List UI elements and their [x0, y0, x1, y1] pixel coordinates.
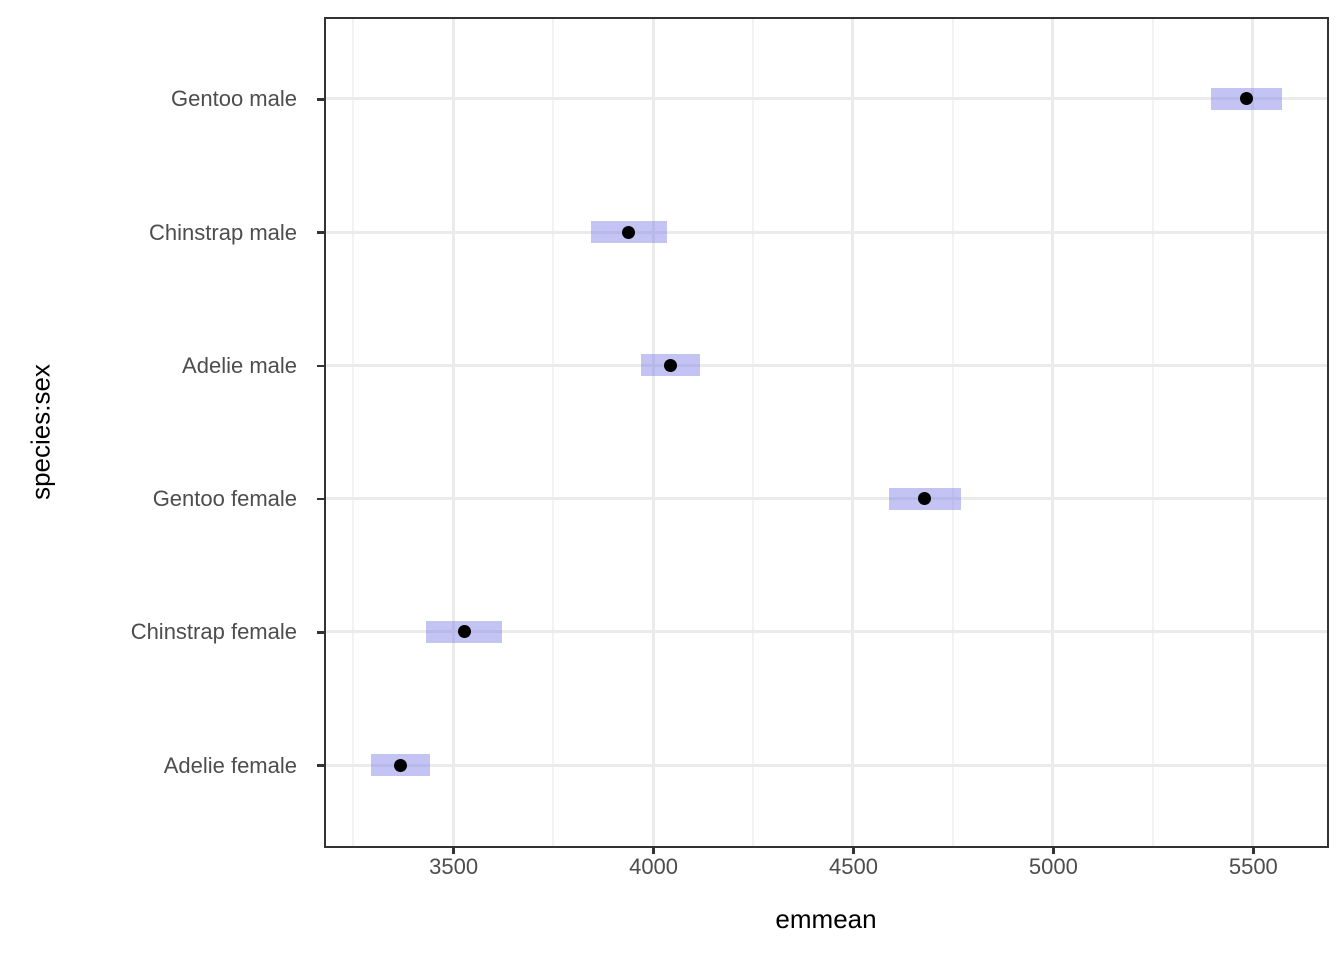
- y-tick-label: Adelie male: [182, 352, 297, 378]
- x-axis-tick: [452, 847, 455, 854]
- x-axis-tick: [1052, 847, 1055, 854]
- gridline-major-horizontal: [326, 97, 1327, 101]
- gridline-major-vertical: [1051, 19, 1055, 846]
- x-tick-label: 5500: [1228, 854, 1278, 879]
- y-axis-tick: [317, 631, 325, 634]
- gridline-major-horizontal: [326, 230, 1327, 234]
- emmean-point: [1240, 92, 1254, 106]
- gridline-major-horizontal: [326, 763, 1327, 767]
- gridline-major-vertical: [851, 19, 855, 846]
- y-axis-title: species:sex: [25, 364, 56, 500]
- x-axis-tick: [852, 847, 855, 854]
- gridline-minor-vertical: [952, 19, 954, 846]
- y-axis-tick: [317, 231, 325, 234]
- y-axis-tick: [317, 98, 325, 101]
- x-tick-label: 5000: [1028, 854, 1078, 879]
- gridline-major-horizontal: [326, 630, 1327, 634]
- y-tick-label: Gentoo female: [152, 486, 297, 512]
- emmean-point: [394, 758, 408, 772]
- y-tick-label: Gentoo male: [171, 86, 297, 112]
- gridline-minor-vertical: [552, 19, 554, 846]
- x-tick-label: 3500: [429, 854, 479, 879]
- emmean-point: [622, 225, 636, 239]
- y-axis-tick: [317, 764, 325, 767]
- gridline-major-horizontal: [326, 497, 1327, 501]
- y-tick-label: Chinstrap female: [130, 619, 297, 645]
- y-axis-tick: [317, 364, 325, 368]
- x-axis-tick: [1252, 847, 1255, 854]
- emmean-point: [918, 492, 932, 506]
- y-tick-label: Chinstrap male: [149, 219, 297, 245]
- gridline-major-horizontal: [326, 363, 1327, 367]
- gridline-major-vertical: [1251, 19, 1255, 846]
- gridline-major-vertical: [451, 19, 455, 846]
- emmean-point: [663, 358, 677, 372]
- x-tick-label: 4000: [629, 854, 679, 879]
- y-axis-tick: [317, 497, 325, 501]
- gridline-major-vertical: [651, 19, 655, 846]
- gridline-minor-vertical: [752, 19, 754, 846]
- emmean-point: [457, 625, 471, 639]
- plot-panel: [324, 17, 1329, 848]
- gridline-minor-vertical: [1152, 19, 1154, 846]
- x-axis-title: emmean: [775, 904, 877, 934]
- x-axis-tick: [652, 847, 655, 854]
- x-tick-label: 4500: [829, 854, 878, 879]
- y-tick-label: Adelie female: [163, 752, 297, 778]
- gridline-minor-vertical: [352, 19, 354, 846]
